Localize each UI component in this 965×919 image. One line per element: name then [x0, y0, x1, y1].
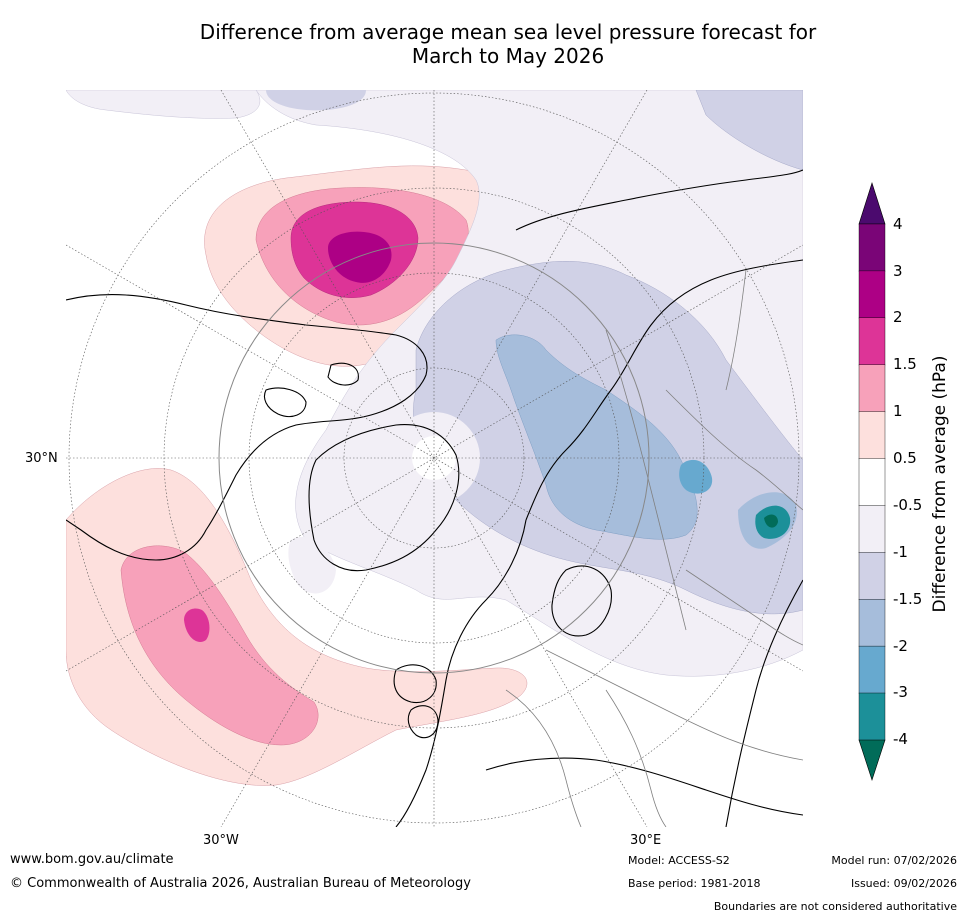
- footer-model: Model: ACCESS-S2: [628, 854, 730, 867]
- arctic-circle: [218, 242, 650, 674]
- colorbar-title: Difference from average (hPa): [930, 355, 950, 613]
- coastline-eurasia-north: [525, 259, 803, 521]
- coastline-island-2: [327, 362, 359, 386]
- coastline-mediterranean: [485, 757, 803, 816]
- colorbar-bottom-arrow: [858, 739, 886, 781]
- coastline-siberia: [515, 169, 803, 231]
- footer-model-run: Model run: 07/02/2026: [831, 854, 957, 867]
- footer-copyright: © Commonwealth of Australia 2026, Austra…: [10, 876, 471, 891]
- boundary-7: [725, 269, 747, 391]
- colorbar-segment-1-5_to_2: [858, 317, 886, 366]
- boundary-4: [505, 689, 582, 827]
- colorbar-label-2: 2: [893, 308, 903, 326]
- colorbar-label-0-5: 0.5: [893, 449, 917, 467]
- coastline-east-asia: [725, 579, 803, 827]
- coastline-island-1: [263, 387, 307, 418]
- coastline-greenland: [308, 424, 460, 572]
- colorbar-label-neg-1-5: -1.5: [893, 590, 923, 608]
- colorbar-label-3: 3: [893, 262, 903, 280]
- lon-label-30w: 30°W: [203, 833, 239, 848]
- colorbar-segment-3_to_4: [858, 223, 886, 272]
- colorbar-segment-2_to_3: [858, 270, 886, 319]
- footer-issued: Issued: 09/02/2026: [850, 877, 957, 890]
- coastlines: [66, 169, 803, 827]
- colorbar-segment--1_to_-0-5: [858, 505, 886, 553]
- chart-title: Difference from average mean sea level p…: [120, 20, 896, 68]
- polar-map: [66, 90, 803, 827]
- latitude-circle-70: [343, 367, 525, 549]
- colorbar-label-neg-1: -1: [893, 543, 908, 561]
- pressure-anomaly-north-atlantic-positive: [66, 468, 528, 786]
- boundary-3: [545, 649, 803, 761]
- graticule: [66, 90, 803, 827]
- political-boundaries: [505, 269, 803, 827]
- boundary-5: [605, 689, 667, 827]
- coastline-north-america: [66, 294, 428, 561]
- boundary-1: [605, 329, 687, 631]
- footer-base-period: Base period: 1981-2018: [628, 877, 761, 890]
- lon-label-30e: 30°E: [630, 833, 662, 848]
- boundary-6: [685, 569, 803, 646]
- boundary-2: [665, 389, 803, 511]
- colorbar-top-arrow: [858, 182, 886, 225]
- colorbar-segments: [858, 223, 886, 741]
- chart-title-line-2: March to May 2026: [411, 44, 605, 68]
- colorbar-segment--1-5_to_-1: [858, 552, 886, 600]
- colorbar-label-4: 4: [893, 215, 903, 233]
- colorbar-label-1: 1: [893, 402, 903, 420]
- colorbar-label-neg-2: -2: [893, 637, 908, 655]
- colorbar-segment--2_to_-1-5: [858, 599, 886, 647]
- footer-website: www.bom.gov.au/climate: [10, 852, 174, 867]
- colorbar-segment-1_to_1-5: [858, 364, 886, 413]
- footer-boundaries: Boundaries are not considered authoritat…: [713, 900, 957, 913]
- coastline-iceland: [393, 664, 437, 704]
- colorbar-segment--0-5_to_0-5: [858, 458, 886, 506]
- coastline-scandinavia: [551, 565, 612, 637]
- colorbar-segment--3_to_-2: [858, 645, 886, 694]
- coastline-british-isles: [407, 705, 439, 739]
- colorbar-label-1-5: 1.5: [893, 355, 917, 373]
- colorbar-label-neg-3: -3: [893, 683, 908, 701]
- colorbar-segment--4_to_-3: [858, 692, 886, 741]
- colorbar-label-neg-0-5: -0.5: [893, 496, 923, 514]
- colorbar-label-neg-4: -4: [893, 730, 908, 748]
- chart-title-line-1: Difference from average mean sea level p…: [199, 20, 817, 44]
- colorbar-segment-0-5_to_1: [858, 411, 886, 460]
- colorbar: [858, 182, 886, 781]
- lat-label-30n: 30°N: [25, 451, 58, 466]
